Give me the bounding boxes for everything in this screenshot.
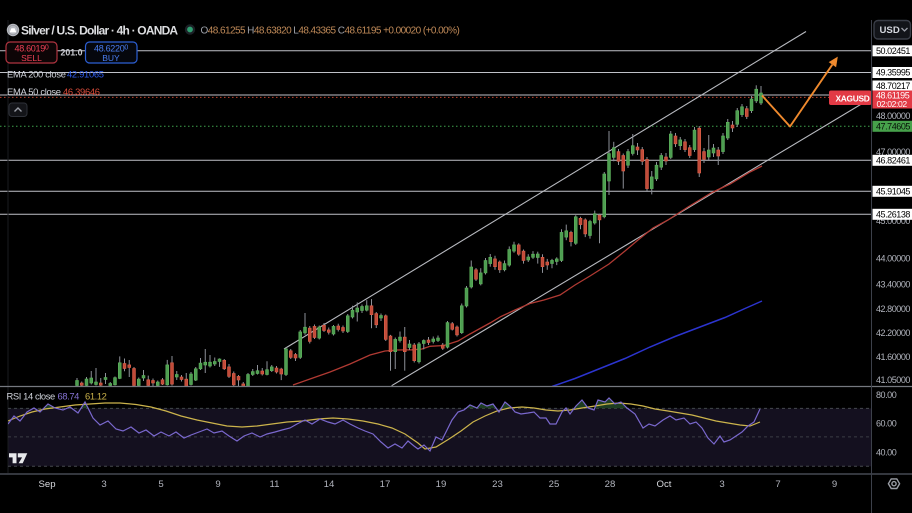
svg-text:USD: USD (880, 25, 900, 36)
svg-text:60.00: 60.00 (876, 419, 897, 429)
svg-text:XAGUSD: XAGUSD (836, 93, 870, 103)
svg-text:50.02451: 50.02451 (876, 46, 910, 56)
svg-text:48.70217: 48.70217 (876, 81, 910, 91)
svg-text:42.20000: 42.20000 (876, 328, 910, 338)
svg-text:48.61195: 48.61195 (876, 90, 910, 100)
svg-text:201.0: 201.0 (60, 47, 82, 57)
svg-text:41.05000: 41.05000 (876, 375, 910, 385)
svg-text:19: 19 (436, 479, 447, 490)
svg-text:17: 17 (380, 479, 391, 490)
svg-text:48.62200: 48.62200 (94, 44, 128, 54)
svg-text:47.00000: 47.00000 (876, 147, 910, 157)
svg-text:Sep: Sep (38, 479, 55, 490)
svg-text:02:02:02: 02:02:02 (877, 99, 908, 109)
svg-text:41.60000: 41.60000 (876, 352, 910, 362)
svg-text:42.91065: 42.91065 (67, 68, 104, 79)
svg-text:45.00000: 45.00000 (876, 216, 910, 226)
svg-text:14: 14 (324, 479, 335, 490)
svg-text:28: 28 (605, 479, 616, 490)
svg-text:40.00: 40.00 (876, 448, 897, 458)
svg-text:9: 9 (832, 479, 837, 490)
svg-text:7: 7 (775, 479, 780, 490)
svg-text:44.00000: 44.00000 (876, 254, 910, 264)
svg-text:46.39646: 46.39646 (63, 86, 100, 97)
svg-text:47.74605: 47.74605 (876, 122, 910, 132)
svg-text:48.00000: 48.00000 (876, 111, 910, 121)
svg-text:5: 5 (158, 479, 163, 490)
svg-text:3: 3 (719, 479, 724, 490)
svg-text:43.40000: 43.40000 (876, 280, 910, 290)
svg-text:EMA 200 close: EMA 200 close (7, 68, 66, 79)
svg-text:Oct: Oct (657, 479, 672, 490)
svg-text:68.74: 68.74 (58, 390, 80, 401)
svg-text:23: 23 (492, 479, 503, 490)
svg-text:3: 3 (101, 479, 106, 490)
svg-text:BUY: BUY (102, 53, 120, 63)
svg-text:61.12: 61.12 (85, 390, 107, 401)
svg-text:EMA 50 close: EMA 50 close (7, 86, 61, 97)
svg-text:RSI 14 close: RSI 14 close (7, 390, 56, 401)
svg-text:25: 25 (549, 479, 560, 490)
svg-text:Silver / U.S. Dollar · 4h · OA: Silver / U.S. Dollar · 4h · OANDA (21, 24, 178, 38)
svg-text:46.82461: 46.82461 (876, 156, 910, 166)
svg-text:48.60190: 48.60190 (14, 44, 48, 54)
svg-text:SELL: SELL (21, 53, 42, 63)
svg-text:45.91045: 45.91045 (876, 187, 910, 197)
svg-text:42.80000: 42.80000 (876, 304, 910, 314)
svg-text:11: 11 (270, 479, 280, 490)
svg-text:9: 9 (215, 479, 220, 490)
svg-text:49.35995: 49.35995 (876, 68, 910, 78)
svg-text:O48.61255 H48.63820 L48.43365: O48.61255 H48.63820 L48.43365 C48.61195 … (201, 26, 460, 37)
svg-text:45.26138: 45.26138 (876, 210, 910, 220)
svg-text:80.00: 80.00 (876, 390, 897, 400)
